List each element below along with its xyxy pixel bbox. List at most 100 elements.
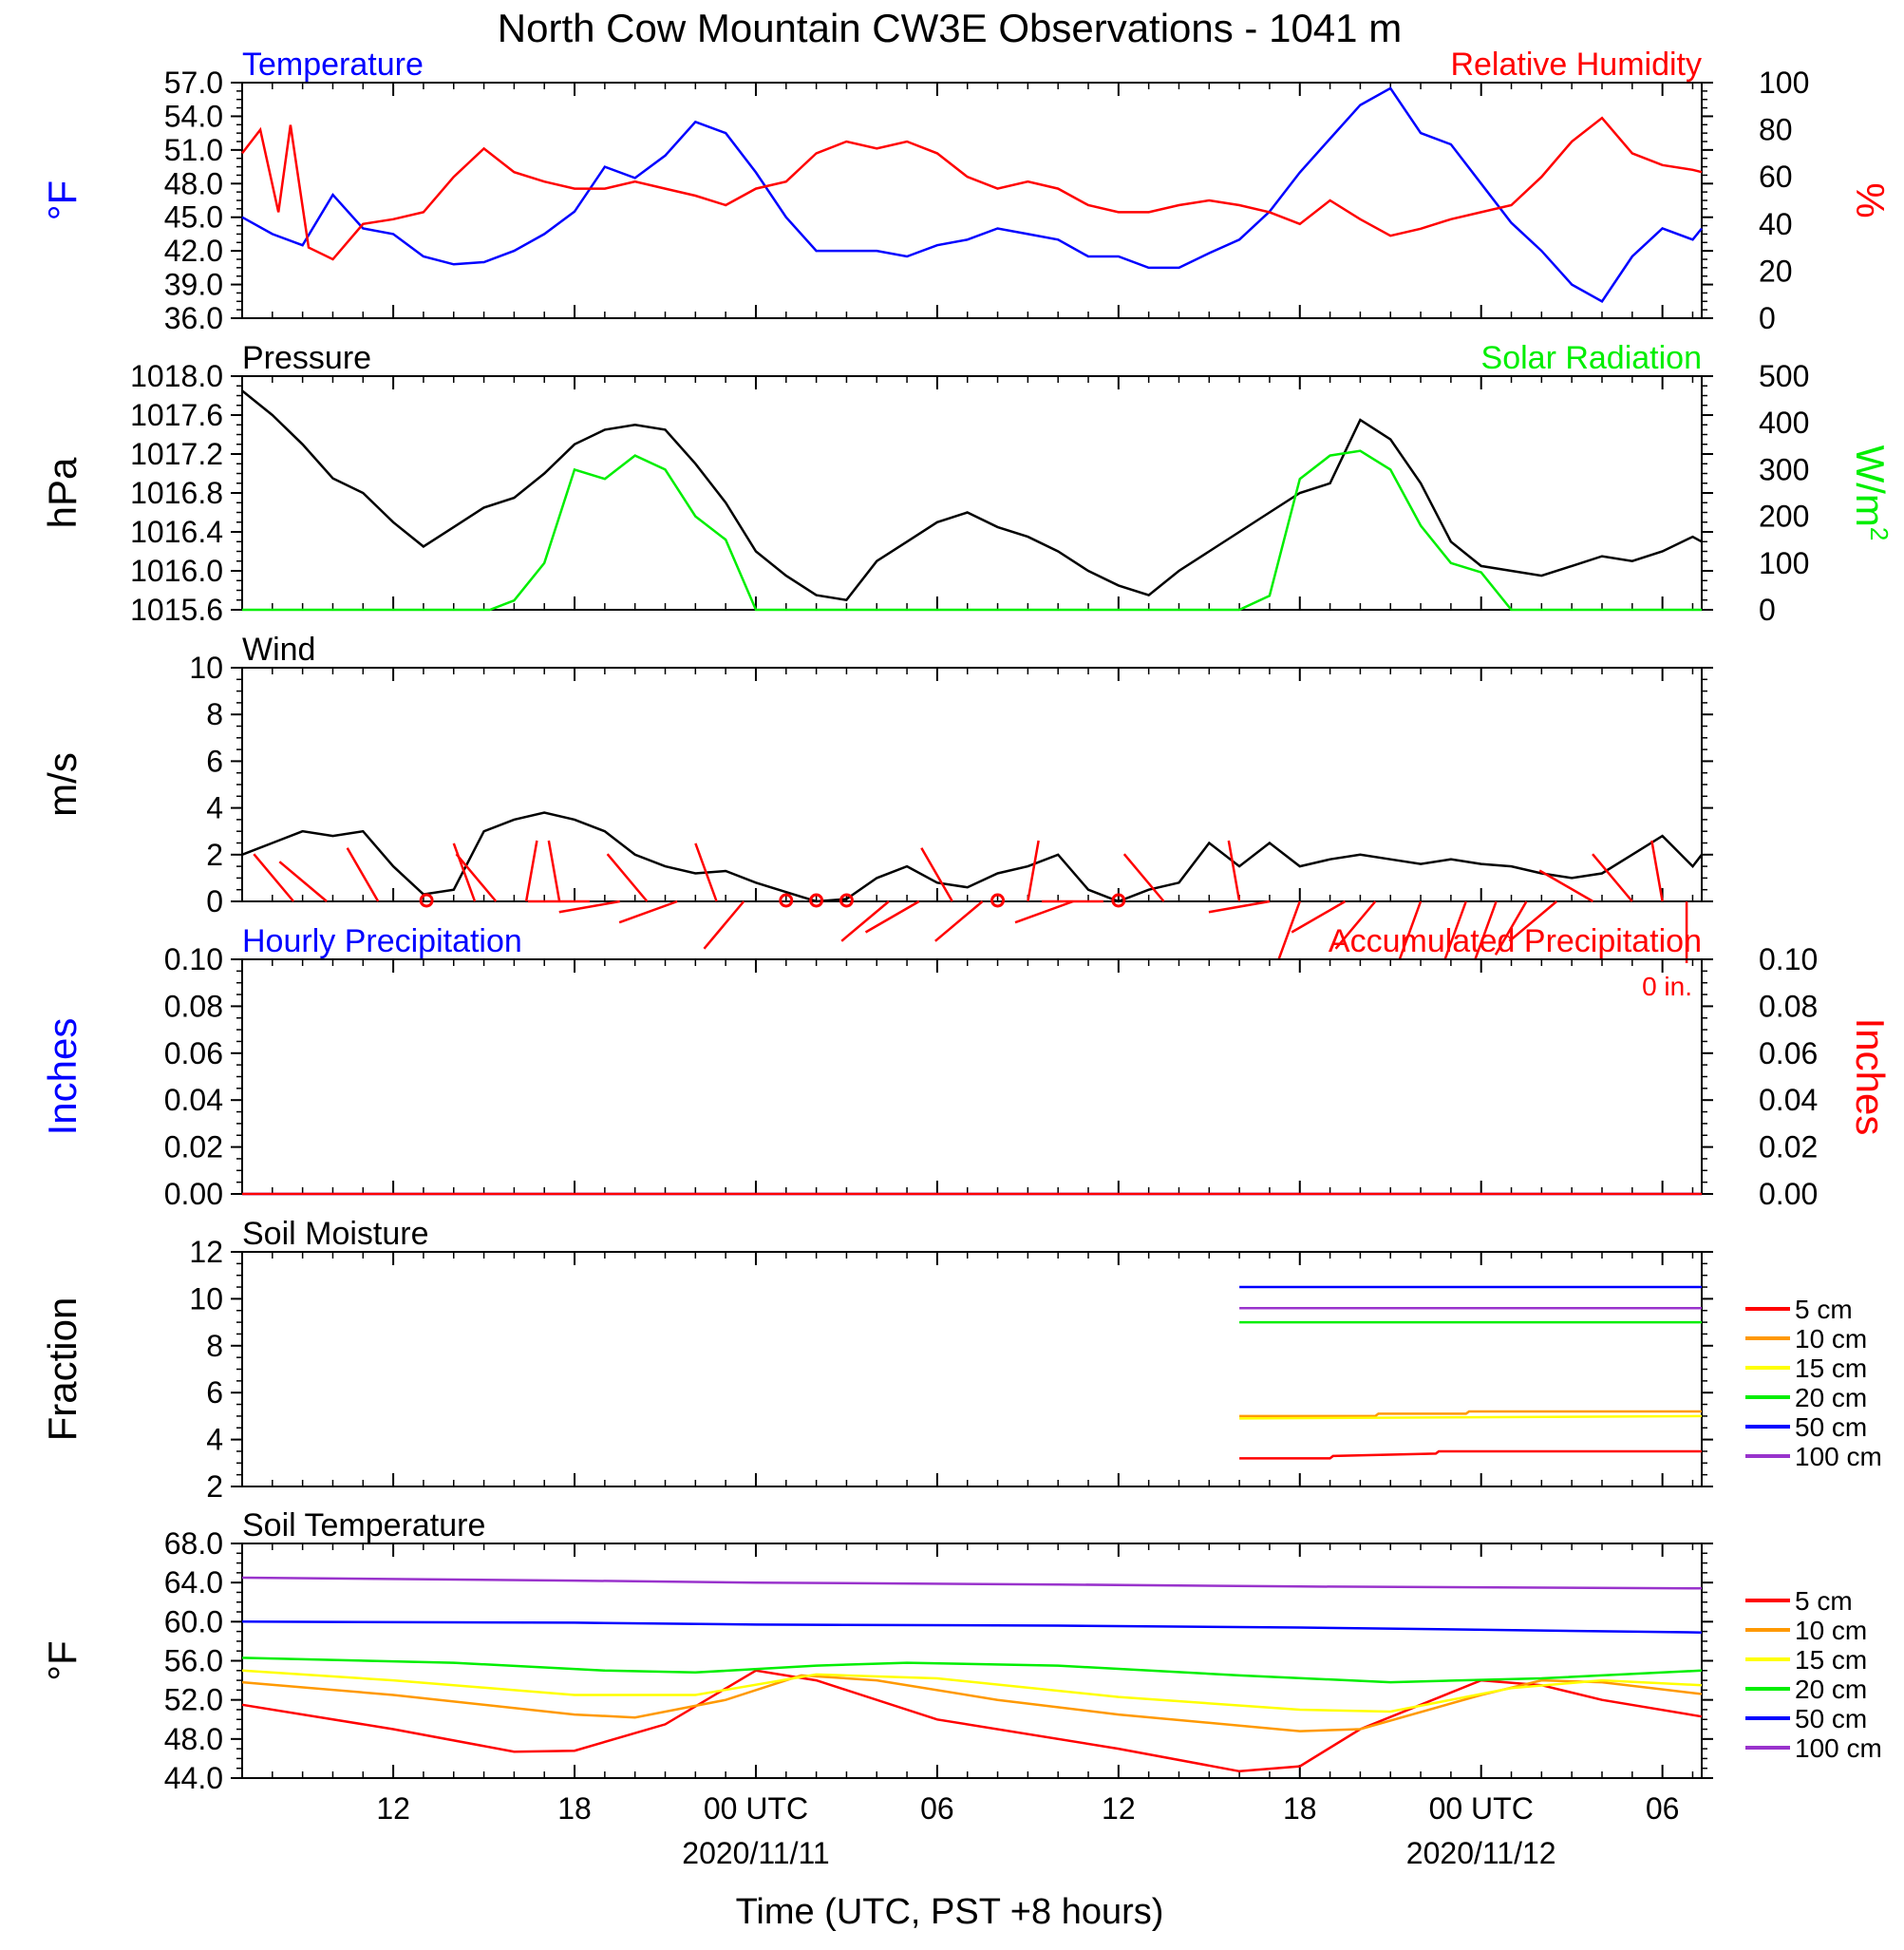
panel-wind: 10 8 6 4 2 0 Wind m/s xyxy=(40,632,1713,963)
right-tick-label: 0.08 xyxy=(1759,989,1818,1023)
wind-barb xyxy=(618,899,678,924)
y-tick-label: 8 xyxy=(206,1329,223,1363)
panels: 57.054.051.048.045.042.039.036.010080604… xyxy=(40,47,1894,1795)
calm-wind-marker xyxy=(990,893,1006,908)
panel-title-right: Solar Radiation xyxy=(1481,340,1702,376)
series-line xyxy=(241,1674,1703,1732)
y-tick-label: 0 xyxy=(206,884,223,918)
y-tick-label: 60.0 xyxy=(164,1604,223,1638)
y-tick-label: 1015.6 xyxy=(130,593,223,627)
wind-barb xyxy=(1508,900,1558,942)
left-axis-label: Fraction xyxy=(40,1297,85,1442)
series-line xyxy=(1239,1449,1702,1460)
right-axis-label: Inches xyxy=(1848,1018,1893,1136)
calm-wind-marker xyxy=(779,893,794,908)
legend-label: 100 cm xyxy=(1795,1733,1882,1763)
wind-barb xyxy=(1227,840,1241,902)
panel-title-left: Pressure xyxy=(242,340,371,376)
y-tick-label: 39.0 xyxy=(164,268,223,302)
panel-title-left: Temperature xyxy=(242,47,424,83)
wind-barb xyxy=(1592,853,1633,902)
series-line xyxy=(242,449,1702,612)
y-tick-label: 56.0 xyxy=(164,1644,223,1678)
wind-barb xyxy=(547,840,561,902)
wind-barb xyxy=(1650,840,1664,902)
y-tick-label: 45.0 xyxy=(164,200,223,235)
right-tick-label: 60 xyxy=(1759,160,1793,194)
series-line xyxy=(241,811,1703,903)
right-tick-label: 0.00 xyxy=(1759,1177,1818,1211)
y-tick-label: 42.0 xyxy=(164,234,223,268)
y-tick-label: 0.06 xyxy=(164,1036,223,1070)
calm-wind-marker xyxy=(809,893,824,908)
y-tick-label: 51.0 xyxy=(164,133,223,167)
right-tick-label: 80 xyxy=(1759,113,1793,147)
x-date-label: 2020/11/12 xyxy=(1406,1836,1556,1870)
series-line xyxy=(241,1620,1703,1634)
right-axis-label: W/m2 xyxy=(1848,445,1894,541)
right-tick-label: 0.10 xyxy=(1759,942,1818,976)
y-tick-label: 6 xyxy=(206,1375,223,1410)
y-tick-label: 0.02 xyxy=(164,1130,223,1164)
left-axis-label: °F xyxy=(40,180,85,220)
wind-barb xyxy=(1027,840,1040,902)
wind-barb xyxy=(1014,899,1074,924)
calm-wind-marker xyxy=(419,893,434,908)
y-tick-label: 0.00 xyxy=(164,1177,223,1211)
y-tick-label: 54.0 xyxy=(164,99,223,133)
wind-barb xyxy=(1291,899,1347,934)
series-line xyxy=(241,1669,1703,1713)
y-tick-label: 1016.8 xyxy=(130,476,223,510)
wind-barb xyxy=(1474,900,1498,960)
calm-wind-marker xyxy=(1111,893,1126,908)
y-tick-label: 44.0 xyxy=(164,1761,223,1795)
wind-barb xyxy=(1398,900,1423,960)
right-tick-label: 40 xyxy=(1759,207,1793,241)
y-tick-label: 1016.4 xyxy=(130,515,223,549)
left-axis-label: °F xyxy=(40,1640,85,1680)
wind-barb xyxy=(452,842,477,902)
right-tick-label: 100 xyxy=(1759,66,1809,100)
series-line xyxy=(241,1669,1703,1773)
left-axis-label: m/s xyxy=(40,752,85,817)
legend-label: 20 cm xyxy=(1795,1383,1867,1412)
y-tick-label: 0.10 xyxy=(164,942,223,976)
y-tick-label: 1017.6 xyxy=(130,398,223,432)
wind-barb xyxy=(694,842,718,902)
time-axis: 12 18 00 UTC 06 12 18 00 UTC 06 2020/11/11 2020/1… xyxy=(376,1791,1679,1870)
right-axis-label: % xyxy=(1848,182,1893,218)
wind-barb xyxy=(840,900,890,942)
wind-barb xyxy=(278,861,328,902)
panel-title-left: Hourly Precipitation xyxy=(242,923,522,959)
y-tick-label: 1017.2 xyxy=(130,437,223,471)
right-tick-label: 400 xyxy=(1759,406,1809,440)
y-tick-label: 12 xyxy=(189,1235,223,1269)
panel-title-left: Soil Temperature xyxy=(242,1507,485,1543)
y-tick-label: 68.0 xyxy=(164,1526,223,1561)
x-tick-label: 06 xyxy=(920,1791,954,1826)
y-tick-label: 8 xyxy=(206,697,223,731)
right-tick-label: 0.06 xyxy=(1759,1036,1818,1070)
calm-wind-marker xyxy=(839,893,854,908)
accumulated-value-label: 0 in. xyxy=(1642,972,1692,1001)
plot-frame xyxy=(241,82,1703,319)
right-tick-label: 0 xyxy=(1759,301,1776,335)
y-tick-label: 48.0 xyxy=(164,166,223,200)
right-tick-label: 200 xyxy=(1759,500,1809,534)
legend-label: 15 cm xyxy=(1795,1645,1867,1675)
wind-barb xyxy=(1494,900,1528,956)
y-tick-label: 6 xyxy=(206,744,223,778)
wind-barb xyxy=(864,899,920,934)
series-line xyxy=(241,86,1703,303)
series-line xyxy=(241,116,1703,261)
legend-label: 15 cm xyxy=(1795,1354,1867,1383)
x-tick-label: 18 xyxy=(1283,1791,1317,1826)
chart-title: North Cow Mountain CW3E Observations - 1… xyxy=(498,6,1402,50)
y-tick-label: 57.0 xyxy=(164,66,223,100)
wind-barb xyxy=(524,840,538,902)
wind-barb xyxy=(1208,899,1271,914)
wind-barb xyxy=(1334,900,1377,950)
legend-label: 50 cm xyxy=(1795,1704,1867,1733)
